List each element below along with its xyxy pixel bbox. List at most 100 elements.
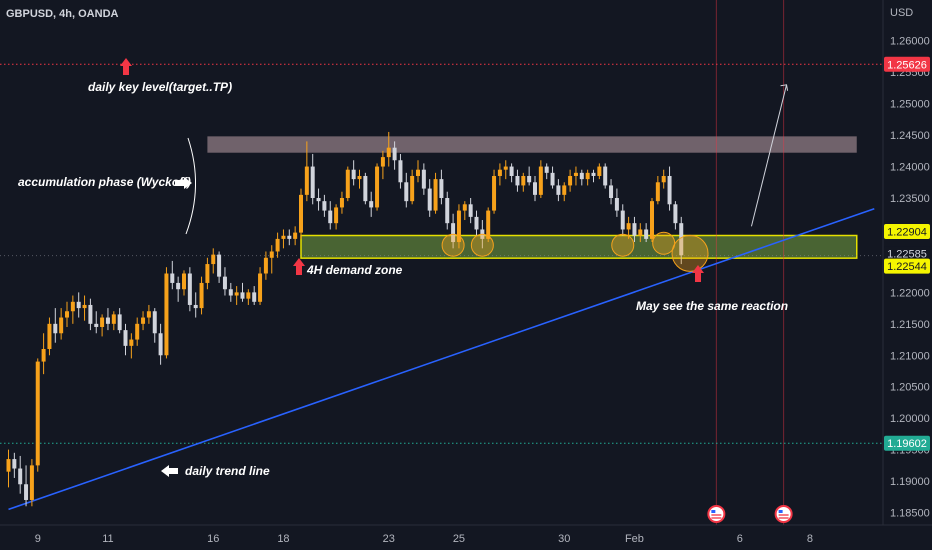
candle-body[interactable] xyxy=(299,194,303,233)
candle-body[interactable] xyxy=(6,459,11,472)
candle-body[interactable] xyxy=(182,273,186,290)
candle-body[interactable] xyxy=(609,185,614,199)
candle-body[interactable] xyxy=(638,229,643,236)
candle-body[interactable] xyxy=(105,317,110,324)
candle-body[interactable] xyxy=(316,198,321,202)
candle-body[interactable] xyxy=(152,311,157,334)
candle-body[interactable] xyxy=(614,198,619,211)
candle-body[interactable] xyxy=(655,182,660,202)
candle-body[interactable] xyxy=(579,172,584,180)
candle-body[interactable] xyxy=(18,468,23,485)
candle-body[interactable] xyxy=(527,175,532,183)
candle-body[interactable] xyxy=(620,210,625,230)
candle-body[interactable] xyxy=(141,317,146,324)
candle-body[interactable] xyxy=(211,254,216,265)
candle-body[interactable] xyxy=(281,235,286,239)
candle-body[interactable] xyxy=(228,289,233,296)
candle-body[interactable] xyxy=(562,185,567,195)
candle-body[interactable] xyxy=(287,235,292,239)
candle-body[interactable] xyxy=(427,188,432,211)
candle-body[interactable] xyxy=(533,182,537,195)
time-axis[interactable]: 9 11 16 18 23 25 30 Feb 6 8 xyxy=(35,533,813,545)
candle-body[interactable] xyxy=(515,175,520,186)
candle-body[interactable] xyxy=(158,333,163,356)
candle-body[interactable] xyxy=(146,311,151,318)
candle-body[interactable] xyxy=(111,314,116,324)
candle-body[interactable] xyxy=(503,166,508,170)
candle-body[interactable] xyxy=(474,216,479,230)
candle-body[interactable] xyxy=(380,157,385,167)
candle-body[interactable] xyxy=(585,172,590,180)
candle-body[interactable] xyxy=(59,317,64,334)
candle-body[interactable] xyxy=(416,169,420,176)
candle-body[interactable] xyxy=(550,172,555,186)
candle-body[interactable] xyxy=(47,323,52,349)
candle-body[interactable] xyxy=(497,169,502,176)
candle-body[interactable] xyxy=(170,273,175,283)
candle-body[interactable] xyxy=(246,292,251,299)
candle-body[interactable] xyxy=(661,175,666,183)
candle-body[interactable] xyxy=(603,166,608,186)
candle-body[interactable] xyxy=(12,459,17,469)
candle-body[interactable] xyxy=(398,160,403,183)
candle-body[interactable] xyxy=(363,175,368,202)
candle-body[interactable] xyxy=(538,166,543,195)
candle-body[interactable] xyxy=(679,223,684,256)
candle-body[interactable] xyxy=(369,201,374,208)
candle-body[interactable] xyxy=(263,257,268,274)
candle-body[interactable] xyxy=(193,304,198,309)
candle-body[interactable] xyxy=(650,201,654,239)
candle-body[interactable] xyxy=(293,232,298,239)
candle-body[interactable] xyxy=(129,339,134,346)
us-flag-event-icon[interactable] xyxy=(707,505,726,523)
candle-body[interactable] xyxy=(673,204,678,224)
candle-body[interactable] xyxy=(410,175,415,202)
candle-body[interactable] xyxy=(492,175,497,211)
candle-body[interactable] xyxy=(597,166,602,176)
candle-body[interactable] xyxy=(82,304,87,309)
candle-body[interactable] xyxy=(439,179,444,199)
candle-body[interactable] xyxy=(468,204,473,217)
candle-body[interactable] xyxy=(456,210,461,243)
candle-body[interactable] xyxy=(433,179,438,211)
candle-body[interactable] xyxy=(445,198,450,224)
candle-body[interactable] xyxy=(240,292,245,299)
candle-body[interactable] xyxy=(462,204,467,211)
candle-body[interactable] xyxy=(322,201,327,211)
candle-body[interactable] xyxy=(94,323,99,327)
candle-body[interactable] xyxy=(164,273,169,356)
candle-body[interactable] xyxy=(521,175,526,186)
candle-body[interactable] xyxy=(345,169,350,199)
candle-body[interactable] xyxy=(222,276,227,290)
candle-body[interactable] xyxy=(421,169,426,189)
candle-body[interactable] xyxy=(123,330,128,346)
candle-body[interactable] xyxy=(88,304,93,324)
candle-body[interactable] xyxy=(70,301,75,312)
candle-body[interactable] xyxy=(24,484,29,500)
candle-body[interactable] xyxy=(205,264,210,283)
candle-body[interactable] xyxy=(310,166,315,199)
candle-body[interactable] xyxy=(258,273,263,302)
candle-body[interactable] xyxy=(135,323,140,340)
candle-body[interactable] xyxy=(100,317,105,327)
candle-body[interactable] xyxy=(644,229,649,239)
candle-body[interactable] xyxy=(451,223,456,243)
candle-body[interactable] xyxy=(334,207,339,224)
daily-trendline[interactable] xyxy=(8,207,875,511)
candle-body[interactable] xyxy=(53,323,58,334)
candle-body[interactable] xyxy=(544,166,549,173)
candle-body[interactable] xyxy=(591,172,596,176)
candle-body[interactable] xyxy=(392,147,397,161)
candle-body[interactable] xyxy=(29,465,34,500)
candle-body[interactable] xyxy=(187,273,192,305)
candle-body[interactable] xyxy=(76,301,81,309)
candle-body[interactable] xyxy=(304,166,309,195)
candle-body[interactable] xyxy=(404,182,409,202)
candle-body[interactable] xyxy=(509,166,514,176)
candle-body[interactable] xyxy=(328,210,333,224)
demand-zone[interactable] xyxy=(300,234,858,259)
candle-body[interactable] xyxy=(234,292,239,296)
candle-body[interactable] xyxy=(486,210,491,239)
